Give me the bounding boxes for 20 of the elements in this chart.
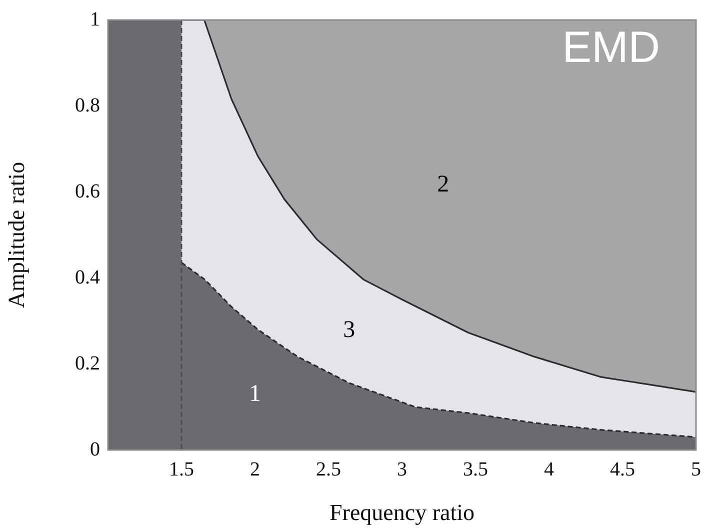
y-tick-label: 0.4: [75, 266, 100, 288]
annotation: 1: [249, 380, 261, 407]
y-tick-label: 0.6: [75, 180, 100, 202]
y-tick-label: 0.8: [75, 94, 100, 116]
x-tick-label: 3: [397, 458, 407, 480]
x-tick-label: 5: [691, 458, 701, 480]
annotation: EMD: [562, 23, 660, 72]
x-tick-label: 1.5: [169, 458, 194, 480]
x-tick-label: 4: [544, 458, 554, 480]
y-tick-label: 0: [90, 438, 100, 460]
x-tick-label: 3.5: [463, 458, 488, 480]
x-tick-label: 2: [250, 458, 260, 480]
y-tick-label: 0.2: [75, 352, 100, 374]
y-tick-label: 1: [90, 8, 100, 30]
x-axis-title: Frequency ratio: [330, 500, 474, 526]
annotation: 2: [437, 171, 450, 198]
annotation: 3: [343, 317, 356, 344]
y-axis-title: Amplitude ratio: [4, 162, 29, 308]
x-tick-label: 4.5: [610, 458, 635, 480]
x-tick-label: 2.5: [316, 458, 341, 480]
